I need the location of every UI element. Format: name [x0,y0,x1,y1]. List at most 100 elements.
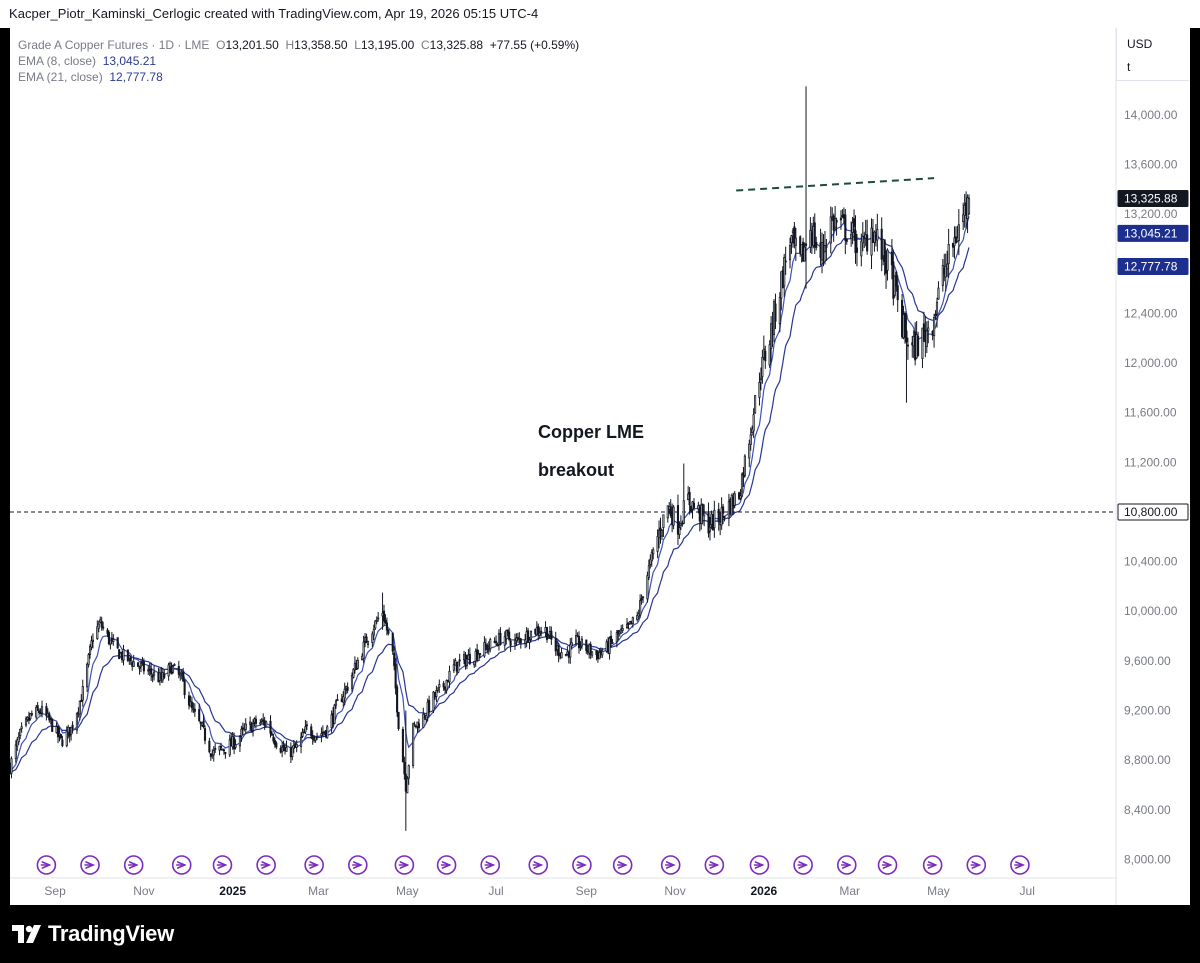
candle[interactable] [575,629,578,645]
candle[interactable] [179,671,182,681]
candle[interactable] [91,633,95,649]
candle[interactable] [147,665,150,675]
candle[interactable] [608,636,611,660]
candle[interactable] [739,489,742,501]
economic-event-icon[interactable] [123,855,144,875]
candle[interactable] [384,614,387,624]
candle[interactable] [387,629,390,636]
candle[interactable] [151,673,154,683]
candle[interactable] [647,559,650,581]
candle[interactable] [139,660,143,673]
candle[interactable] [222,748,225,755]
candle[interactable] [646,571,649,603]
candle[interactable] [259,719,262,726]
candle[interactable] [708,516,712,541]
candle[interactable] [854,215,857,264]
candle[interactable] [233,732,236,755]
candle[interactable] [240,725,243,743]
candle[interactable] [116,637,119,649]
candle[interactable] [649,554,652,569]
candle[interactable] [401,726,404,763]
candle[interactable] [391,632,394,655]
candle[interactable] [660,529,664,540]
candle[interactable] [234,739,237,750]
candle[interactable] [905,313,908,403]
economic-event-icon[interactable] [660,855,681,875]
candle[interactable] [825,239,828,261]
economic-event-icon[interactable] [922,855,943,875]
candle[interactable] [182,667,185,682]
candle[interactable] [946,250,949,277]
candle[interactable] [173,663,176,667]
candle[interactable] [876,213,879,252]
candle[interactable] [336,694,339,702]
candle[interactable] [754,395,757,415]
candle[interactable] [265,720,268,728]
economic-event-icon[interactable] [212,855,233,875]
candle[interactable] [24,716,28,728]
candle[interactable] [333,703,336,724]
candle[interactable] [70,726,73,741]
candle[interactable] [505,629,508,645]
candle[interactable] [153,665,156,681]
candle[interactable] [403,756,406,780]
candle[interactable] [519,637,522,649]
candle[interactable] [394,657,397,695]
candle[interactable] [270,731,274,736]
candle[interactable] [783,253,786,297]
candle[interactable] [713,500,716,538]
candle[interactable] [109,639,112,650]
candle[interactable] [65,726,68,748]
candle[interactable] [669,499,672,518]
candle[interactable] [282,740,285,752]
candles[interactable] [10,86,971,831]
candle[interactable] [569,638,572,664]
candle[interactable] [720,497,723,530]
candle[interactable] [516,632,519,643]
candle[interactable] [933,313,936,348]
candle[interactable] [640,594,643,605]
candle[interactable] [758,372,761,406]
candle[interactable] [29,713,32,721]
candle[interactable] [285,740,288,752]
candle[interactable] [927,320,930,344]
candle[interactable] [112,634,115,646]
candle[interactable] [425,714,428,724]
candle[interactable] [372,624,375,641]
candle[interactable] [676,494,680,546]
candle[interactable] [362,635,365,664]
candle[interactable] [412,722,415,769]
economic-event-icon[interactable] [749,855,770,875]
candle[interactable] [883,239,886,276]
candle[interactable] [377,612,380,622]
candle[interactable] [212,746,215,762]
candle[interactable] [537,623,540,641]
candle[interactable] [17,732,20,745]
candle[interactable] [770,316,773,363]
ema21-line[interactable] [10,235,970,774]
candle[interactable] [96,620,99,640]
candle[interactable] [422,707,425,728]
candle[interactable] [321,725,324,737]
candle[interactable] [778,292,781,333]
candle[interactable] [947,228,950,278]
economic-event-icon[interactable] [836,855,857,875]
candle[interactable] [609,630,613,648]
candle[interactable] [30,710,33,717]
candle[interactable] [641,596,645,604]
candle[interactable] [100,616,103,631]
candle[interactable] [366,640,370,649]
candle[interactable] [142,658,145,675]
candle[interactable] [934,310,937,320]
symbol-title[interactable]: Grade A Copper Futures · 1D · LME [18,38,210,52]
price-chart[interactable]: 8,000.00 8,400.00 8,800.00 9,200.00 9,600.00… [10,28,1190,905]
candle[interactable] [48,711,51,723]
candle[interactable] [78,700,81,721]
candle[interactable] [917,331,920,357]
candle[interactable] [177,660,180,679]
candle[interactable] [435,685,438,703]
candle[interactable] [228,734,231,758]
candle[interactable] [823,230,827,265]
tradingview-logo[interactable]: TradingView [12,921,174,947]
candle[interactable] [832,213,835,242]
